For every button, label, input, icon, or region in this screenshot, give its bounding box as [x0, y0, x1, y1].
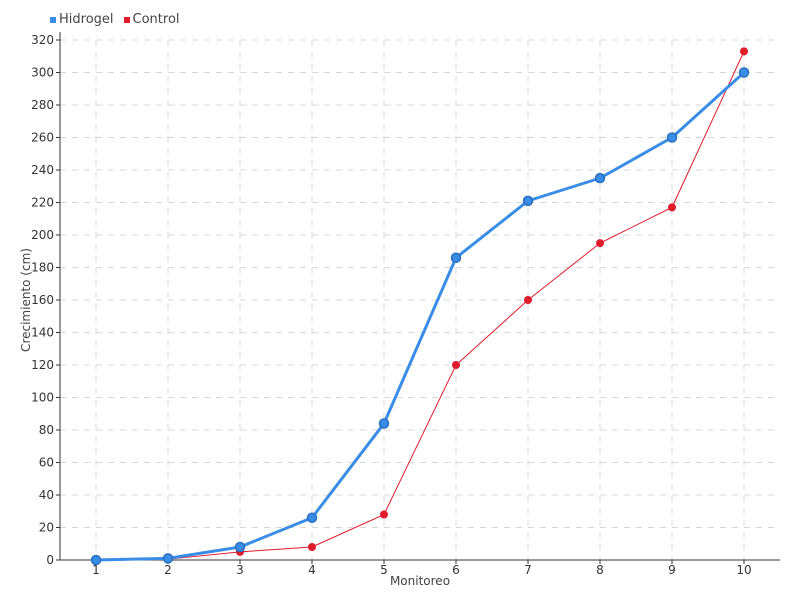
data-point-hidrogel[interactable] — [306, 512, 318, 523]
y-tick-label: 180 — [31, 261, 54, 275]
x-tick-label: 1 — [92, 563, 100, 577]
y-tick-label: 20 — [39, 521, 54, 535]
x-tick-label: 5 — [380, 563, 388, 577]
x-tick-label: 8 — [596, 563, 604, 577]
legend-label-hidrogel: Hidrogel — [59, 12, 114, 27]
data-point-control[interactable] — [524, 296, 532, 304]
x-tick-label: 7 — [524, 563, 532, 577]
data-point-hidrogel[interactable] — [594, 172, 606, 184]
y-tick-label: 260 — [31, 131, 54, 145]
x-tick-label: 4 — [308, 563, 316, 577]
y-tick-label: 140 — [31, 326, 54, 340]
data-point-control[interactable] — [596, 239, 604, 248]
data-point-hidrogel[interactable] — [450, 252, 462, 263]
y-tick-label: 160 — [31, 293, 54, 307]
legend: Hidrogel Control — [50, 12, 180, 27]
y-tick-label: 100 — [31, 391, 54, 405]
legend-item-hidrogel[interactable]: Hidrogel — [50, 12, 114, 27]
data-point-hidrogel[interactable] — [522, 195, 534, 207]
x-axis-title: Monitoreo — [390, 574, 450, 588]
legend-swatch-control — [123, 16, 130, 23]
legend-label-control: Control — [132, 12, 180, 27]
data-point-control[interactable] — [740, 47, 748, 56]
legend-swatch-hidrogel — [50, 16, 56, 23]
y-tick-label: 0 — [46, 553, 54, 567]
y-tick-label: 300 — [31, 66, 54, 80]
data-point-control[interactable] — [380, 510, 388, 519]
x-tick-label: 10 — [736, 563, 751, 577]
data-point-hidrogel[interactable] — [378, 418, 390, 429]
grid — [60, 39, 780, 560]
y-tick-label: 40 — [39, 488, 54, 502]
data-point-hidrogel[interactable] — [666, 132, 678, 143]
data-point-control[interactable] — [452, 361, 460, 369]
x-tick-label: 6 — [452, 563, 460, 577]
y-tick-label: 280 — [31, 98, 54, 112]
data-point-control[interactable] — [308, 543, 316, 551]
data-point-hidrogel[interactable] — [162, 553, 174, 564]
y-tick-label: 200 — [31, 228, 54, 242]
x-tick-label: 9 — [668, 563, 676, 577]
data-point-hidrogel[interactable] — [90, 554, 102, 566]
x-tick-label: 2 — [164, 563, 172, 577]
data-point-hidrogel[interactable] — [738, 67, 750, 78]
y-tick-label: 220 — [31, 196, 54, 210]
series-line-control — [95, 51, 745, 561]
data-point-hidrogel[interactable] — [234, 541, 246, 553]
y-tick-label: 120 — [31, 358, 54, 372]
y-axis-title: Crecimiento (cm) — [19, 248, 33, 352]
y-tick-label: 80 — [39, 423, 54, 437]
series-group — [90, 47, 750, 566]
series-line-hidrogel — [95, 71, 746, 562]
axes: 0 20 40 60 80 100 120 140 160 180 200 220 240 260 280 3… — [31, 32, 780, 577]
y-tick-label: 240 — [31, 163, 54, 177]
data-point-control[interactable] — [668, 203, 676, 212]
y-tick-label: 320 — [31, 33, 54, 47]
legend-item-control[interactable]: Control — [123, 12, 180, 27]
y-tick-label: 60 — [39, 456, 54, 470]
x-tick-label: 3 — [236, 563, 244, 577]
